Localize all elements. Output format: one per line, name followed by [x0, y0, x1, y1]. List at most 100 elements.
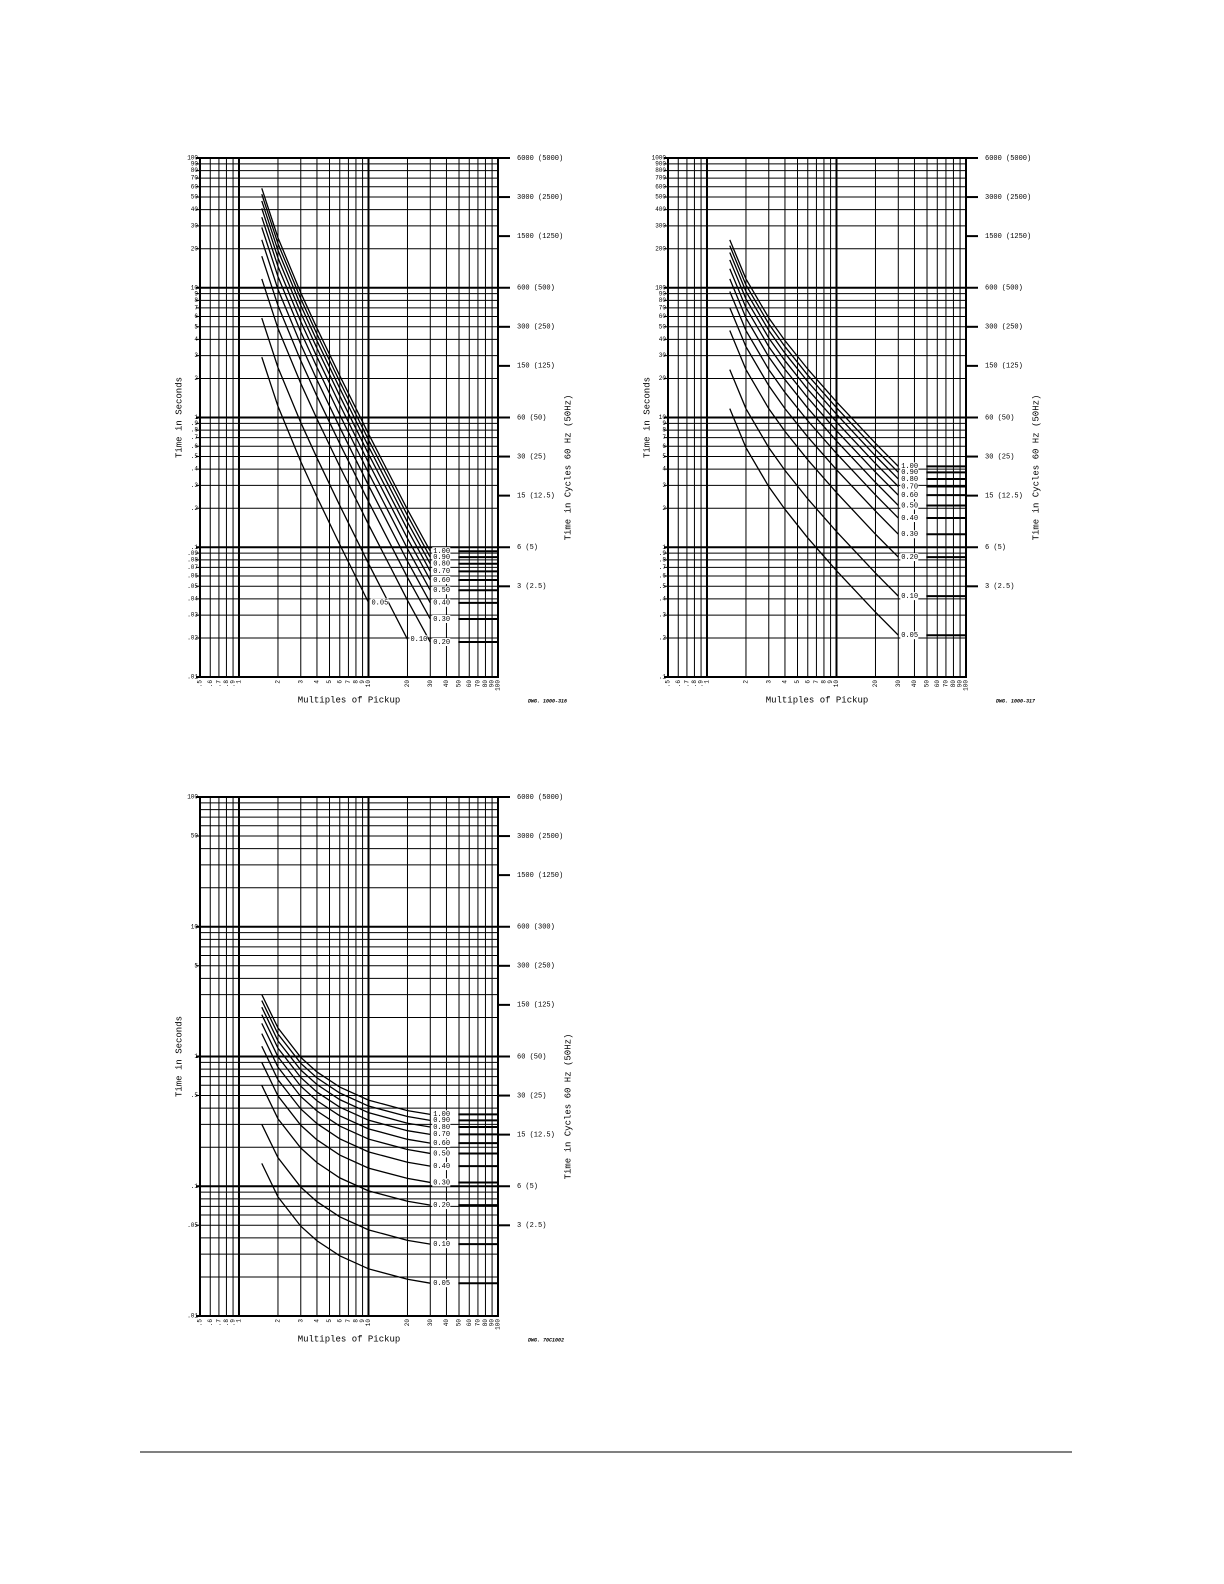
x-tick-label: 40 [443, 1319, 450, 1327]
plot-frame [199, 157, 499, 678]
curve [261, 1084, 431, 1206]
curve [729, 245, 899, 473]
curve [261, 208, 431, 572]
x-tick-label: 5 [794, 680, 801, 684]
x-tick-label: 1 [236, 680, 243, 684]
x-tick-label: 70 [943, 680, 950, 688]
curve-label-bg [432, 1110, 451, 1119]
y2-tick-label: 300 (250) [517, 324, 555, 332]
y-tick-label: 900 [655, 161, 666, 168]
curve-label: 0.80 [433, 561, 450, 569]
y-tick-label: .7 [659, 564, 667, 571]
curve-label-bg [370, 598, 389, 607]
curve-label: 0.30 [433, 1179, 450, 1187]
x-tick-label: 20 [872, 680, 879, 688]
curve-label-bg [900, 631, 919, 640]
y-tick-label: 50 [659, 323, 667, 330]
curve-label: 0.10 [901, 593, 918, 601]
x-tick-label: 6 [804, 680, 811, 684]
x-tick-label: .5 [197, 1319, 204, 1327]
x-tick-label: .9 [230, 1319, 237, 1327]
y-tick-label: 4 [662, 466, 666, 473]
x-tick-label: 60 [466, 680, 473, 688]
curve-label-bg [432, 598, 451, 607]
y-tick-label: .05 [187, 583, 198, 590]
x-tick-label: 4 [314, 1319, 321, 1323]
y-tick-label: .2 [191, 505, 199, 512]
curve-label: 0.05 [371, 599, 388, 607]
y-tick-label: 70 [659, 304, 667, 311]
y-tick-label: 10 [191, 284, 199, 291]
curve-label-bg [432, 586, 451, 595]
y-tick-label: 100 [655, 284, 666, 291]
curve-label-bg [432, 576, 451, 585]
y-tick-label: .4 [659, 595, 667, 602]
y-tick-label: 20 [191, 245, 199, 252]
curve-label: 0.30 [901, 531, 918, 539]
x-axis-label: Multiples of Pickup [766, 695, 869, 705]
curve [729, 278, 899, 506]
x-tick-label: 2 [275, 680, 282, 684]
x-axis-label: Multiples of Pickup [298, 695, 401, 705]
x-tick-label: 20 [404, 1319, 411, 1327]
curve [261, 200, 431, 565]
x-tick-label: .6 [675, 680, 682, 688]
y-tick-label: 7 [194, 304, 198, 311]
x-tick-label: .5 [665, 680, 672, 688]
x-tick-label: 100 [495, 1319, 502, 1330]
y-tick-label: .06 [187, 573, 198, 580]
x-tick-label: .9 [698, 680, 705, 688]
y-tick-label: .5 [191, 1092, 199, 1099]
y-tick-label: .01 [187, 1313, 198, 1320]
y2-tick-label: 30 (25) [517, 1092, 546, 1100]
y-tick-label: .7 [191, 434, 199, 441]
y-tick-label: 800 [655, 167, 666, 174]
y-tick-label: 100 [187, 155, 198, 162]
y-tick-label: 5 [194, 962, 198, 969]
y-tick-label: .3 [191, 482, 199, 489]
chart: 100908070605040302010987654321.9.8.7.6.5… [174, 155, 573, 706]
x-tick-label: 40 [911, 680, 918, 688]
y2-tick-label: 1500 (1250) [985, 233, 1031, 241]
y-tick-label: .9 [659, 550, 667, 557]
curve-label: 0.20 [901, 554, 918, 562]
x-tick-label: 60 [934, 680, 941, 688]
y2-tick-label: 30 (25) [517, 453, 546, 461]
x-tick-label: 5 [326, 680, 333, 684]
curve [729, 330, 899, 558]
y2-tick-label: 3000 (2500) [985, 194, 1031, 202]
y-axis-label: Time in Seconds [174, 1016, 184, 1097]
y-tick-label: 1 [662, 544, 666, 551]
x-tick-label: .7 [216, 1319, 223, 1327]
y-tick-label: .6 [191, 443, 199, 450]
x-tick-label: 4 [314, 680, 321, 684]
x-tick-label: 50 [924, 680, 931, 688]
curve-label: 0.90 [433, 554, 450, 562]
x-tick-label: 8 [821, 680, 828, 684]
curve-label: 0.30 [433, 616, 450, 624]
x-tick-label: 7 [813, 680, 820, 684]
curve-label: 0.70 [901, 483, 918, 491]
y-tick-label: 3 [662, 482, 666, 489]
curve-label: 0.60 [901, 492, 918, 500]
y-tick-label: 5 [662, 453, 666, 460]
x-tick-label: 8 [353, 1319, 360, 1323]
x-tick-label: 3 [297, 680, 304, 684]
y-tick-label: .9 [191, 420, 199, 427]
y-tick-label: .07 [187, 564, 198, 571]
curve [729, 239, 899, 467]
y-tick-label: .3 [659, 612, 667, 619]
y-tick-label: .03 [187, 612, 198, 619]
x-tick-label: 7 [345, 1319, 352, 1323]
y-tick-label: 90 [191, 161, 199, 168]
x-tick-label: .6 [207, 680, 214, 688]
x-tick-label: 30 [427, 1319, 434, 1327]
y2-tick-label: 1500 (1250) [517, 872, 563, 880]
curve-label-bg [432, 1178, 451, 1187]
curve-label-bg [432, 1162, 451, 1171]
x-tick-label: 1 [704, 680, 711, 684]
y-tick-label: 8 [662, 427, 666, 434]
y-axis-label: Time in Seconds [174, 377, 184, 458]
y-tick-label: .4 [191, 466, 199, 473]
